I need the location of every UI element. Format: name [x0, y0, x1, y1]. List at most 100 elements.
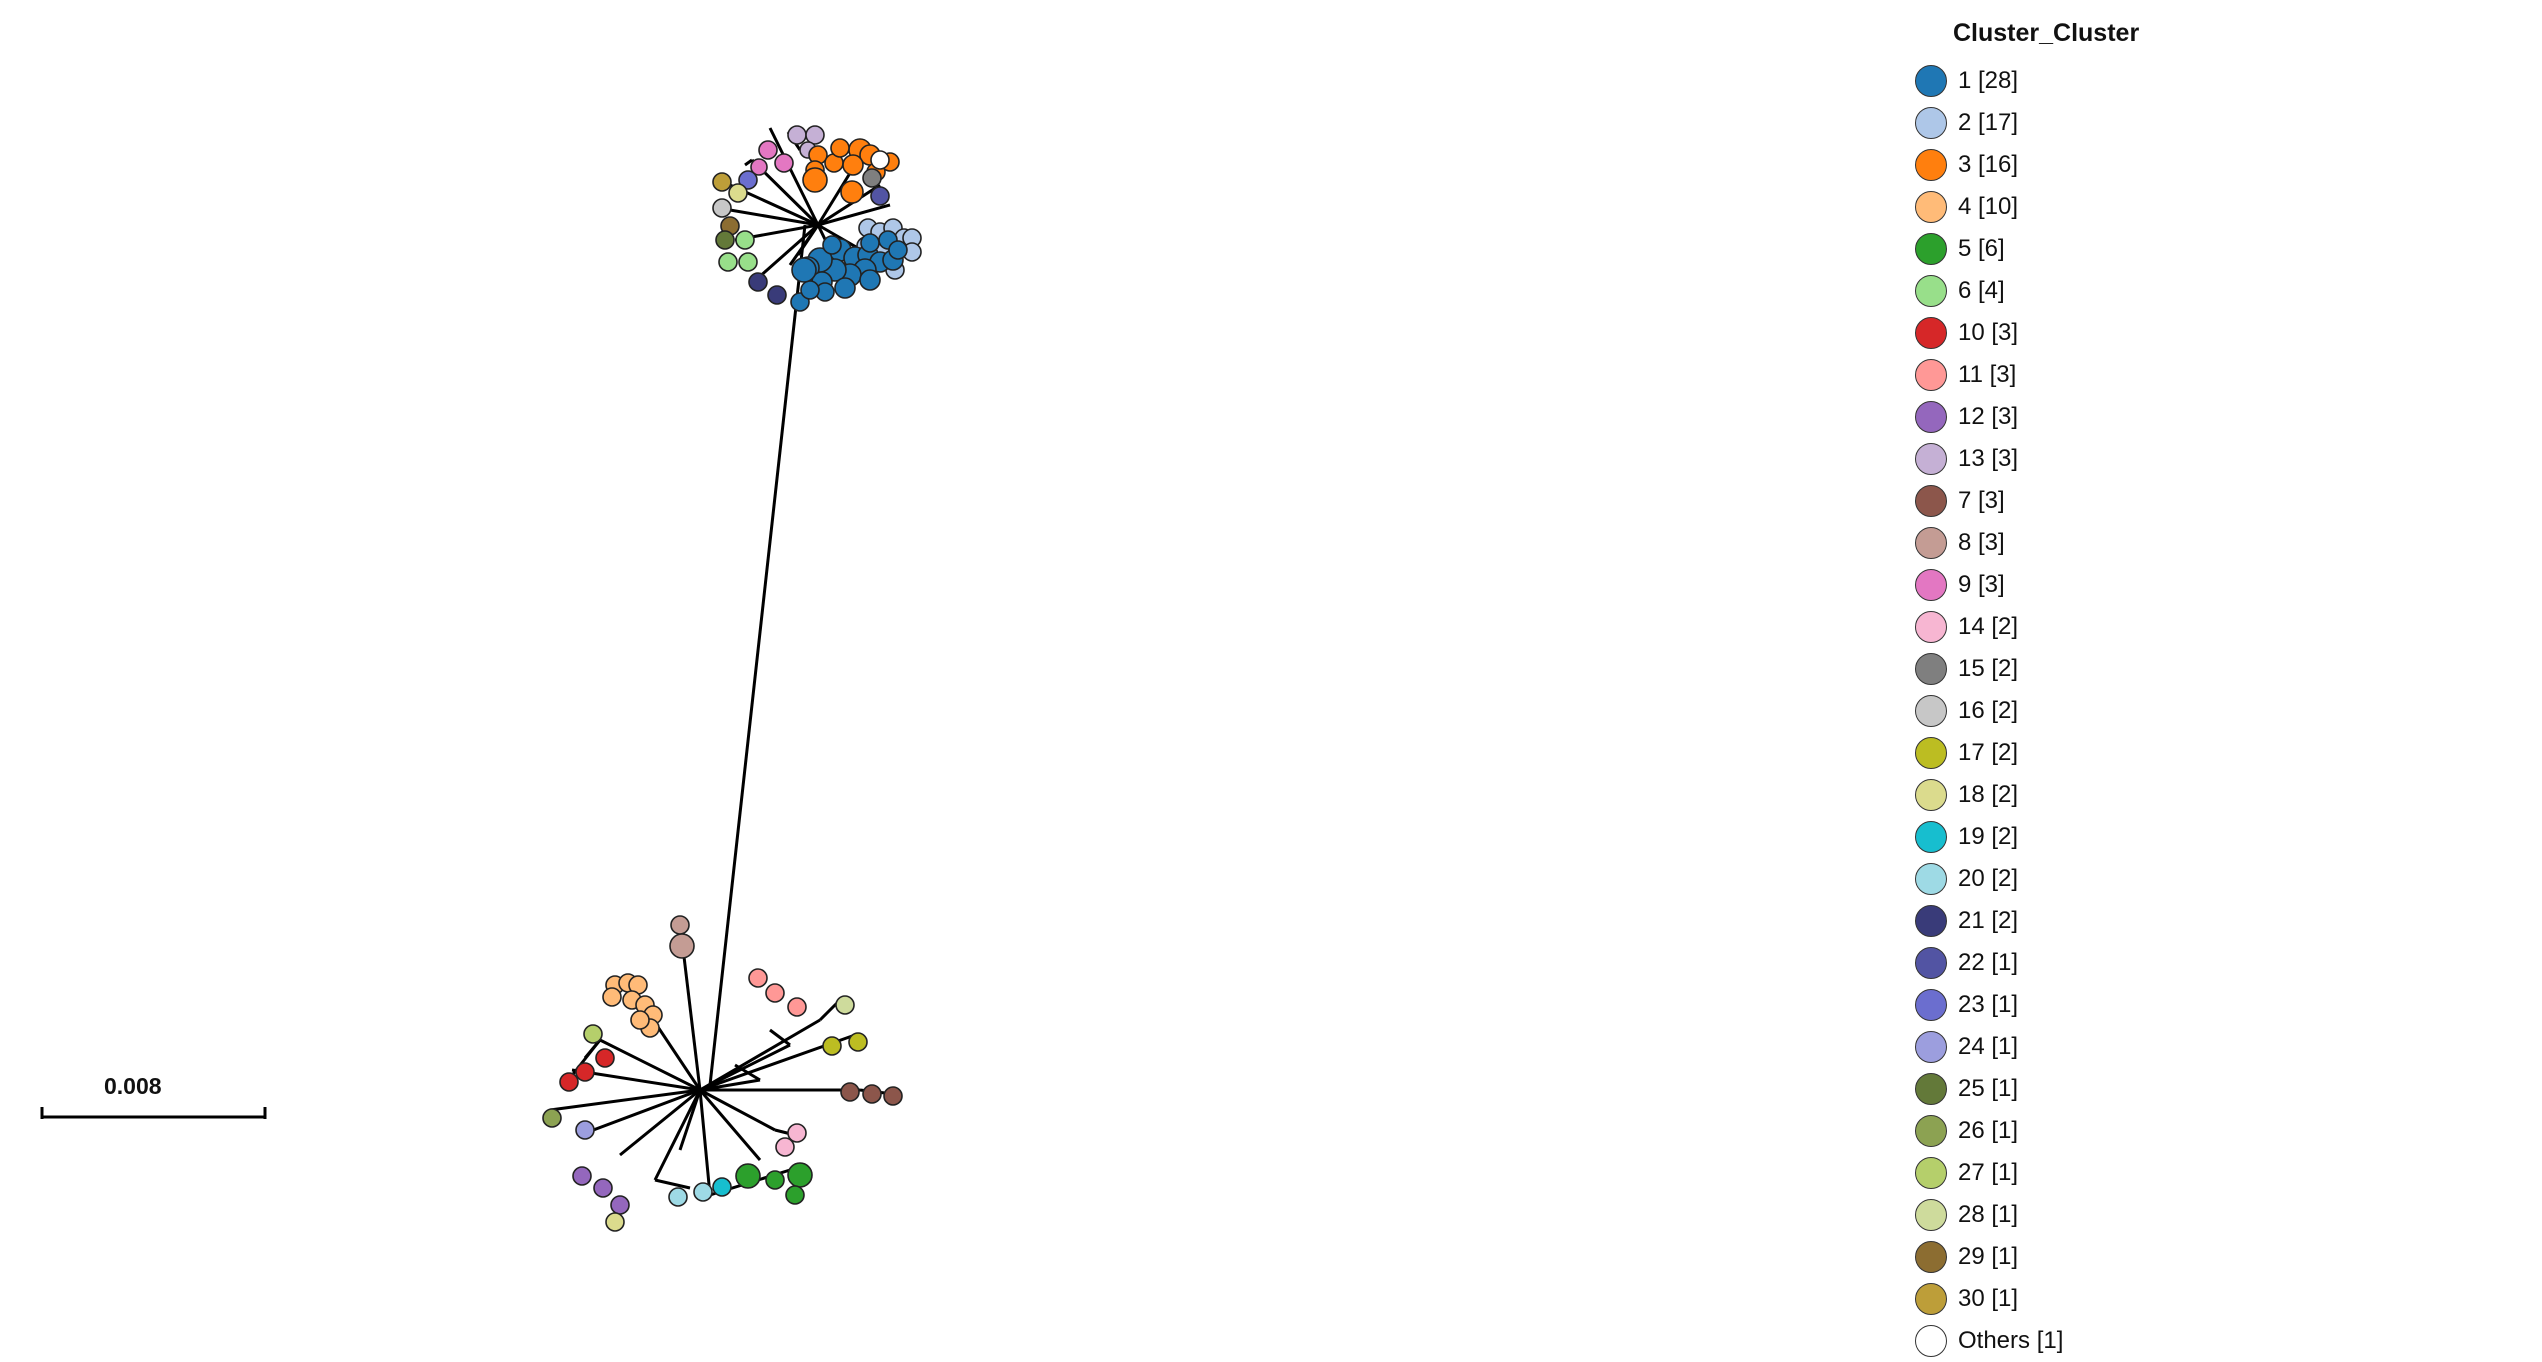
legend-item: 24 [1]: [1915, 1026, 2139, 1068]
legend-item: 3 [16]: [1915, 144, 2139, 186]
tree-node: [883, 1086, 903, 1106]
tree-node: [822, 235, 842, 255]
legend-label: 16 [2]: [1958, 697, 2019, 724]
legend-swatch: [1915, 1031, 1947, 1063]
legend-label: 6 [4]: [1958, 277, 2005, 304]
legend-label: 1 [28]: [1958, 67, 2019, 94]
tree-node: [718, 252, 738, 272]
legend-swatch: [1915, 779, 1947, 811]
legend-item: 29 [1]: [1915, 1236, 2139, 1278]
legend-swatch: [1915, 611, 1947, 643]
tree-node: [605, 1212, 625, 1232]
legend-label: 13 [3]: [1958, 445, 2019, 472]
tree-node: [693, 1182, 713, 1202]
tree-node: [602, 987, 622, 1007]
legend-swatch: [1915, 821, 1947, 853]
tree-node: [787, 997, 807, 1017]
tree-node: [669, 933, 695, 959]
legend-item: 5 [6]: [1915, 228, 2139, 270]
tree-branch: [678, 1089, 702, 1151]
tree-node: [840, 1082, 860, 1102]
legend-label: 20 [2]: [1958, 865, 2019, 892]
legend-item: 4 [10]: [1915, 186, 2139, 228]
legend-item: 30 [1]: [1915, 1278, 2139, 1320]
legend-label: 5 [6]: [1958, 235, 2005, 262]
tree-branch: [653, 1089, 702, 1181]
legend-label: 8 [3]: [1958, 529, 2005, 556]
legend-swatch: [1915, 443, 1947, 475]
legend-list: 1 [28] 2 [17] 3 [16] 4 [10] 5 [6] 6 [4] 10 [3]…: [1915, 60, 2139, 1362]
legend-swatch: [1915, 1283, 1947, 1315]
tree-node: [775, 1137, 795, 1157]
legend-item: 12 [3]: [1915, 396, 2139, 438]
legend-item: 6 [4]: [1915, 270, 2139, 312]
tree-node: [767, 285, 787, 305]
tree-node: [712, 1177, 732, 1197]
tree-node: [542, 1108, 562, 1128]
tree-branch: [579, 1088, 701, 1137]
legend-label: 29 [1]: [1958, 1243, 2019, 1270]
tree-branch: [769, 1028, 791, 1047]
tree-node: [758, 140, 778, 160]
legend-item: 13 [3]: [1915, 438, 2139, 480]
tree-node: [842, 154, 864, 176]
main-branch: [708, 224, 807, 1086]
legend-swatch: [1915, 989, 1947, 1021]
tree-node: [835, 995, 855, 1015]
legend-swatch: [1915, 1073, 1947, 1105]
tree-branch: [757, 223, 819, 280]
legend-swatch: [1915, 695, 1947, 727]
tree-node: [830, 138, 850, 158]
tree-node: [738, 170, 758, 190]
legend-swatch: [1915, 149, 1947, 181]
tree-node: [774, 153, 794, 173]
legend-item: 9 [3]: [1915, 564, 2139, 606]
tree-node: [787, 1162, 813, 1188]
tree-node: [712, 172, 732, 192]
tree-node: [800, 280, 820, 300]
tree-node: [728, 183, 748, 203]
legend-label: 7 [3]: [1958, 487, 2005, 514]
legend-swatch: [1915, 233, 1947, 265]
legend-item: 17 [2]: [1915, 732, 2139, 774]
scale-bar-label: 0.008: [104, 1073, 162, 1099]
legend-swatch: [1915, 317, 1947, 349]
legend-item: 18 [2]: [1915, 774, 2139, 816]
legend-label: 9 [3]: [1958, 571, 2005, 598]
legend-item: 2 [17]: [1915, 102, 2139, 144]
tree-node: [748, 272, 768, 292]
legend-label: 25 [1]: [1958, 1075, 2019, 1102]
tree-node: [668, 1187, 688, 1207]
tree-branch: [568, 1039, 602, 1079]
legend-label: 11 [3]: [1958, 361, 2017, 388]
legend-swatch: [1915, 653, 1947, 685]
legend-swatch: [1915, 359, 1947, 391]
legend-label: 10 [3]: [1958, 319, 2019, 346]
legend-label: 21 [2]: [1958, 907, 2019, 934]
legend-item: 26 [1]: [1915, 1110, 2139, 1152]
legend-item: 8 [3]: [1915, 522, 2139, 564]
tree-node: [802, 167, 828, 193]
tree-branch: [599, 1038, 701, 1092]
tree-node: [834, 277, 856, 299]
legend-label: 27 [1]: [1958, 1159, 2019, 1186]
tree-node: [572, 1166, 592, 1186]
legend-title: Cluster_Cluster: [1953, 19, 2140, 47]
tree-branch: [698, 1089, 712, 1196]
legend-label: Others [1]: [1958, 1327, 2064, 1354]
legend-label: 14 [2]: [1958, 613, 2019, 640]
tree-node: [670, 915, 690, 935]
legend-label: 22 [1]: [1958, 949, 2019, 976]
legend-label: 24 [1]: [1958, 1033, 2019, 1060]
legend-swatch: [1915, 401, 1947, 433]
legend-item: 27 [1]: [1915, 1152, 2139, 1194]
legend-label: 30 [1]: [1958, 1285, 2019, 1312]
tree-node: [765, 983, 785, 1003]
legend-item: 11 [3]: [1915, 354, 2139, 396]
legend-item: Others [1]: [1915, 1320, 2139, 1362]
legend-item: 14 [2]: [1915, 606, 2139, 648]
legend-label: 18 [2]: [1958, 781, 2019, 808]
tree-branch: [619, 1088, 701, 1157]
tree-branch: [796, 224, 820, 256]
